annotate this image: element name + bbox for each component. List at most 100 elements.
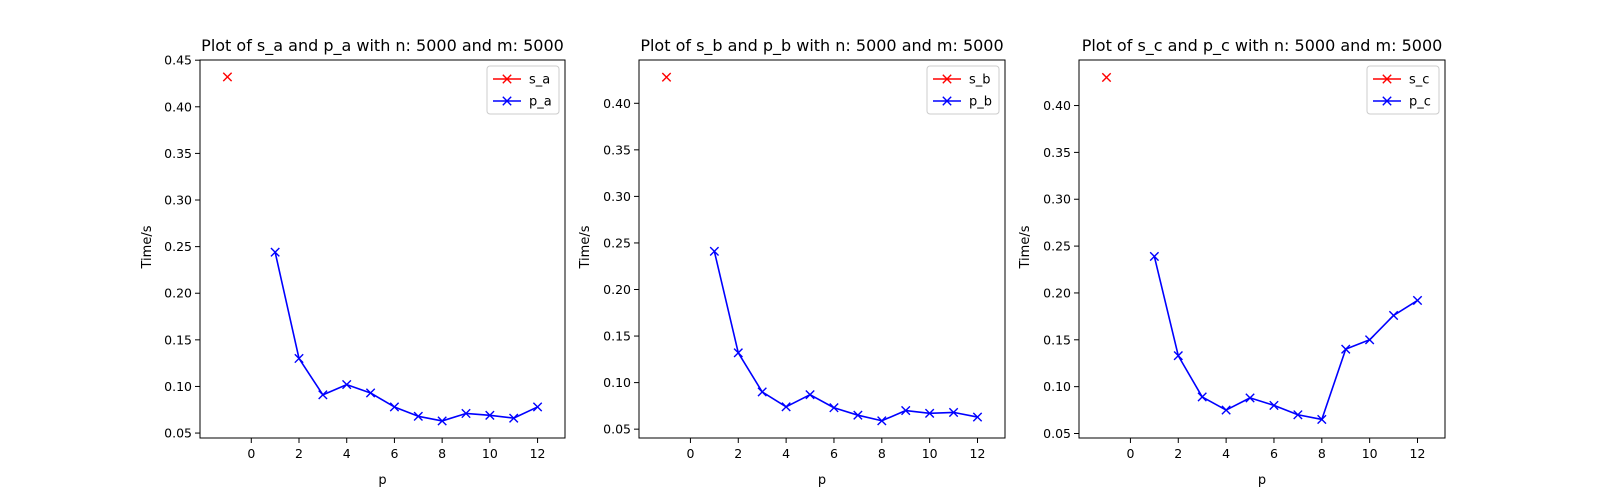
data-point [532,402,543,412]
marker-stroke [942,74,952,84]
marker-stroke [1412,295,1423,306]
legend-item-s_a: s_a [493,73,550,88]
y-tick-label: 0.15 [1043,332,1071,347]
marker-stroke [222,72,233,82]
data-point [342,379,352,390]
data-point [733,348,743,358]
marker-stroke [270,247,280,257]
data-point [1149,251,1160,262]
x-tick-label: 6 [390,446,398,461]
marker-stroke [318,390,328,400]
legend-item-p_b: p_b [933,95,992,110]
data-point [1269,400,1279,411]
data-point [1364,335,1375,345]
x-tick-label: 2 [1174,446,1182,461]
y-tick-label: 0.20 [603,282,631,297]
legend-label: p_c [1409,95,1431,110]
marker-stroke [1364,335,1375,345]
y-tick-label: 0.15 [164,332,192,347]
marker-stroke [1221,405,1231,415]
marker-stroke [1382,96,1392,106]
marker-stroke [389,402,400,412]
axes-frame [1078,59,1446,439]
marker-stroke [829,403,839,413]
chart-a: Plot of s_a and p_a with n: 5000 and m: … [140,36,566,488]
y-tick-label: 0.20 [1043,285,1071,300]
data-point [1197,392,1207,402]
marker-stroke [853,410,863,420]
data-point [661,72,672,82]
marker-stroke [437,416,447,426]
series-s_b [661,72,672,82]
data-point [1173,351,1183,361]
legend-marker [502,96,512,106]
y-tick-label: 0.40 [164,99,192,114]
marker-stroke [709,246,720,257]
marker-stroke [781,402,791,412]
x-tick-label: 8 [878,446,886,461]
marker-stroke [1382,74,1392,84]
legend-box [926,65,1000,115]
marker-stroke [485,410,495,421]
marker-stroke [1101,72,1112,83]
legend-label: s_c [1409,73,1429,88]
series-p_c [1149,251,1423,425]
data-point [972,412,983,422]
y-tick-label: 0.05 [603,422,631,437]
data-point [877,416,887,426]
y-tick-label: 0.10 [1043,379,1071,394]
legend-item-s_c: s_c [1373,73,1429,88]
marker-stroke [1388,310,1399,321]
legend-item-p_c: p_c [1373,95,1431,110]
x-tick-label: 4 [782,446,790,461]
legend-box [1366,65,1440,115]
series-s_c [1101,72,1112,83]
x-tick-label: 12 [970,446,986,461]
legend-label: p_a [529,95,552,110]
legend-marker [1382,74,1392,84]
marker-stroke [1173,351,1183,361]
data-point [948,407,959,418]
data-point [853,410,863,420]
y-tick-label: 0.35 [603,142,631,157]
marker-stroke [733,348,743,358]
data-point [757,387,767,397]
data-point [485,410,495,421]
marker-stroke [461,408,471,419]
chart-title: Plot of s_a and p_a with n: 5000 and m: … [201,36,564,56]
y-tick-label: 0.05 [1043,426,1071,441]
marker-stroke [901,405,911,416]
y-tick-label: 0.05 [164,426,192,441]
marker-stroke [509,413,519,423]
data-point [1221,405,1231,415]
legend-item-p_a: p_a [493,95,552,110]
data-point [437,416,447,426]
data-point [365,388,376,398]
series-p_a [270,247,543,426]
marker-stroke [502,96,512,106]
y-tick-label: 0.10 [603,375,631,390]
x-tick-label: 6 [1270,446,1278,461]
marker-stroke [757,387,767,397]
series-s_a [222,72,233,82]
marker-stroke [294,353,304,364]
y-axis-label: Time/s [1018,225,1033,269]
series-line [274,252,538,422]
marker-stroke [365,388,376,398]
y-tick-label: 0.25 [164,239,192,254]
data-point [924,408,935,419]
y-tick-label: 0.15 [603,329,631,344]
y-tick-label: 0.35 [164,146,192,161]
series-line [713,251,978,422]
x-tick-label: 12 [1410,446,1426,461]
x-tick-label: 10 [1362,446,1378,461]
data-point [270,247,280,257]
marker-stroke [948,407,959,418]
x-tick-label: 8 [1318,446,1326,461]
data-point [509,413,519,423]
marker-stroke [924,408,935,419]
data-point [461,408,471,419]
x-tick-label: 4 [1222,446,1230,461]
marker-stroke [877,416,887,426]
